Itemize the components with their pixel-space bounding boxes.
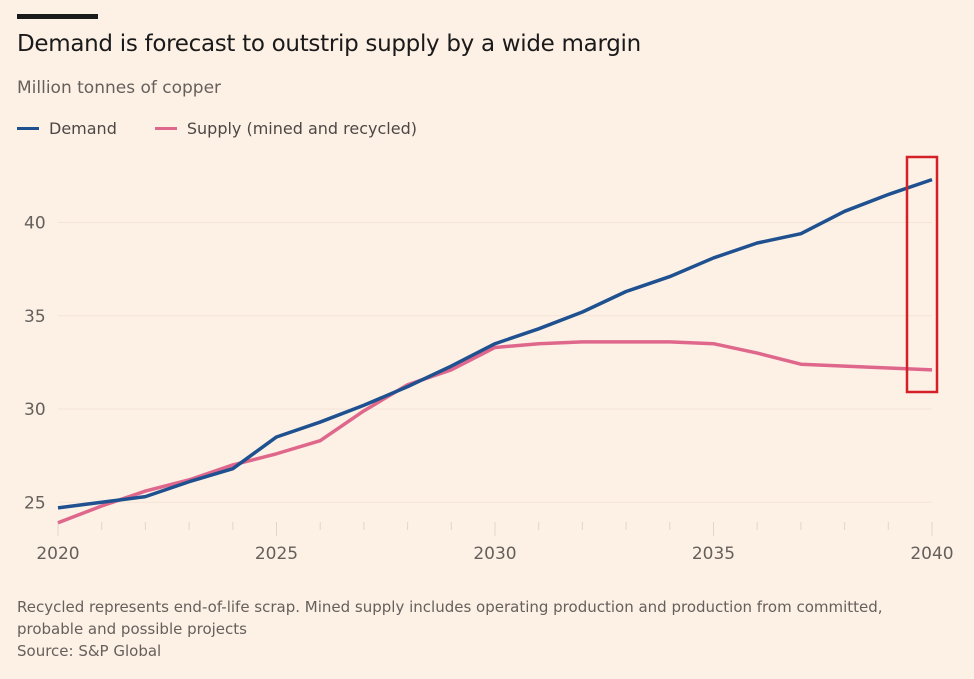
legend: Demand Supply (mined and recycled) [17,119,417,138]
x-tick-label: 2040 [910,544,953,564]
legend-item-demand: Demand [17,119,117,138]
legend-swatch-supply [154,127,177,130]
x-tick-label: 2035 [692,544,735,564]
legend-label-demand: Demand [49,119,117,138]
highlight-box-2040 [905,155,939,394]
legend-swatch-demand [17,127,39,130]
y-tick-label: 25 [24,493,46,513]
footnote-text: Recycled represents end-of-life scrap. M… [17,598,883,638]
chart-subtitle: Million tonnes of copper [17,78,222,98]
x-tick-label: 2030 [473,544,516,564]
footnote: Recycled represents end-of-life scrap. M… [17,596,917,662]
source-text: Source: S&P Global [17,642,162,660]
legend-item-supply: Supply (mined and recycled) [154,119,417,138]
x-tick-label: 2020 [36,544,79,564]
legend-label-supply: Supply (mined and recycled) [186,119,417,138]
y-tick-label: 35 [24,307,46,327]
y-tick-label: 40 [24,214,46,234]
y-tick-label: 30 [24,400,46,420]
x-tick-label: 2025 [255,544,298,564]
brand-bar [17,14,98,19]
chart-title: Demand is forecast to outstrip supply by… [17,31,641,57]
series-line-supply [57,340,933,525]
